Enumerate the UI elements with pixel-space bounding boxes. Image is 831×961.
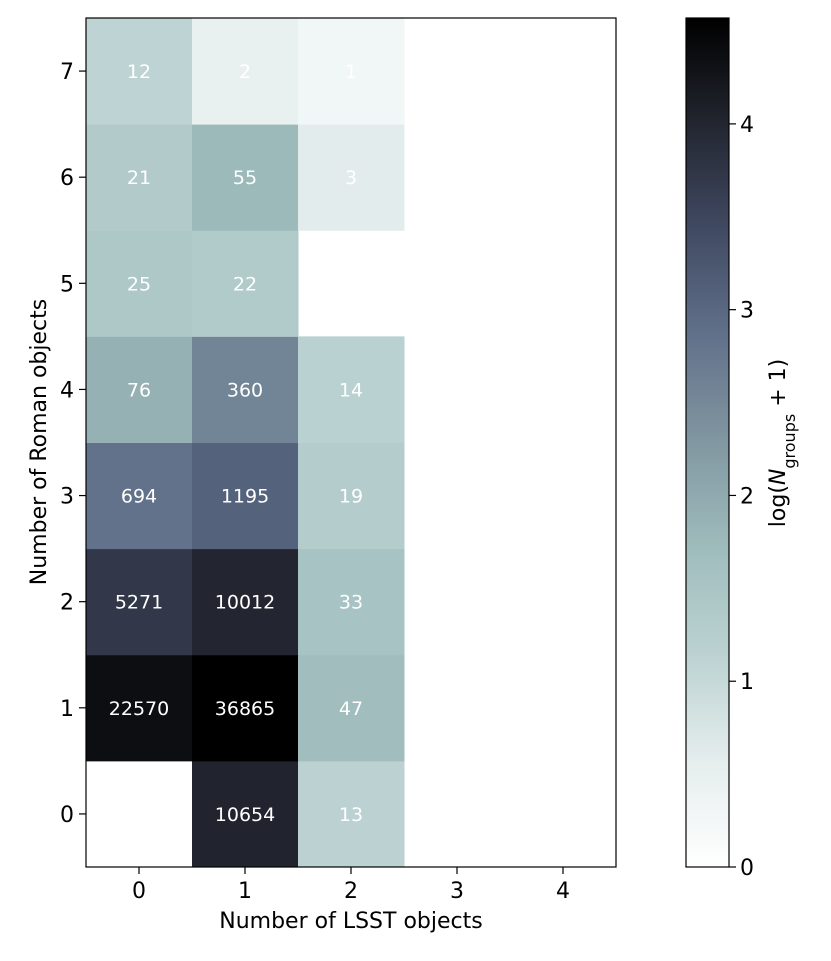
colorbar-label: log(Ngroups + 1) [766, 359, 799, 527]
x-tick-label: 0 [132, 879, 146, 904]
cell-value-label: 10654 [215, 804, 275, 826]
cell-value-label: 19 [339, 486, 363, 508]
cell-value-label: 25 [127, 273, 151, 295]
colorbar-label-sub: groups [780, 414, 799, 469]
x-tick-label: 4 [556, 879, 570, 904]
cell-value-label: 22 [233, 273, 257, 295]
heatmap-cell [86, 548, 193, 656]
y-tick-label: 7 [60, 60, 74, 85]
colorbar-ticks: 0 1 2 3 4 [729, 113, 754, 881]
heatmap-cells [86, 18, 405, 868]
y-axis-label: Number of Roman objects [27, 299, 52, 585]
cell-value-label: 14 [339, 379, 363, 401]
colorbar-gradient [685, 17, 730, 868]
heatmap-cell [298, 654, 405, 762]
heatmap-cell [86, 336, 193, 443]
heatmap-cell [298, 760, 405, 868]
colorbar-tick-label: 4 [740, 113, 754, 138]
cell-value-label: 10012 [215, 592, 275, 614]
colorbar-tick-label: 1 [740, 670, 754, 695]
y-tick-label: 5 [60, 272, 74, 297]
cell-value-label: 21 [127, 167, 151, 189]
cell-value-label: 33 [339, 592, 363, 614]
heatmap-cell [192, 760, 299, 868]
heatmap-cell [192, 336, 299, 443]
x-tick-label: 3 [450, 879, 464, 904]
cell-value-label: 12 [127, 61, 151, 83]
y-axis-ticks: 0 1 2 3 4 5 6 7 [60, 60, 86, 828]
cell-value-label: 47 [339, 698, 363, 720]
cell-value-label: 5271 [115, 592, 163, 614]
x-axis-ticks: 0 1 2 3 4 [132, 867, 570, 904]
heatmap-cell [192, 230, 299, 337]
heatmap-cell [192, 18, 299, 125]
heatmap-cell [298, 442, 405, 550]
heatmap-cell [86, 442, 193, 550]
heatmap-cell [86, 230, 193, 337]
x-tick-label: 1 [238, 879, 252, 904]
heatmap-cell [86, 18, 193, 125]
heatmap-cell [192, 548, 299, 656]
cell-value-label: 3 [345, 167, 357, 189]
cell-value-label: 36865 [215, 698, 275, 720]
cell-value-label: 694 [121, 486, 157, 508]
colorbar-label-suffix: + 1) [766, 359, 791, 414]
colorbar-label-var: N [766, 469, 791, 485]
y-tick-label: 1 [60, 697, 74, 722]
heatmap-cell [298, 336, 405, 443]
colorbar-tick-label: 0 [740, 856, 754, 881]
colorbar-label-prefix: log( [766, 485, 791, 527]
cell-value-label: 1 [345, 61, 357, 83]
cell-value-label: 55 [233, 167, 257, 189]
y-tick-label: 2 [60, 591, 74, 616]
y-tick-label: 4 [60, 378, 74, 403]
x-axis-label: Number of LSST objects [219, 909, 482, 934]
cell-value-label: 360 [227, 379, 263, 401]
heatmap-cell [298, 548, 405, 656]
heatmap-cell [86, 654, 193, 762]
heatmap-cell [192, 442, 299, 550]
cell-value-label: 76 [127, 379, 151, 401]
heatmap-cell [298, 124, 405, 231]
heatmap-cell [86, 124, 193, 231]
cell-value-label: 1195 [221, 486, 269, 508]
cell-value-label: 13 [339, 804, 363, 826]
heatmap-cell [192, 654, 299, 762]
cell-value-label: 2 [239, 61, 251, 83]
heatmap-cell [298, 18, 405, 125]
heatmap-cell [192, 124, 299, 231]
colorbar-tick-label: 3 [740, 299, 754, 324]
colorbar: 0 1 2 3 4 log(Ngroups + 1) [685, 17, 799, 881]
y-tick-label: 3 [60, 485, 74, 510]
y-tick-label: 6 [60, 166, 74, 191]
x-tick-label: 2 [344, 879, 358, 904]
cell-value-label: 22570 [109, 698, 169, 720]
colorbar-tick-label: 2 [740, 484, 754, 509]
y-tick-label: 0 [60, 803, 74, 828]
